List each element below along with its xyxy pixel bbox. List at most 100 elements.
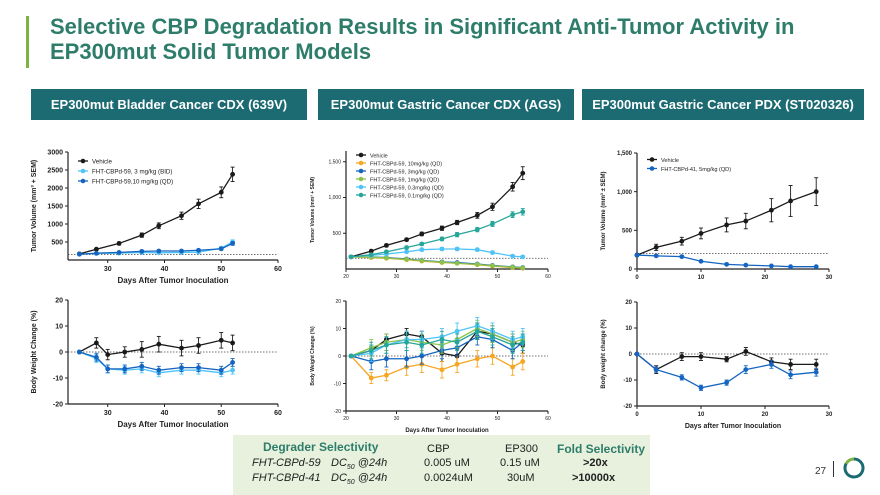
x-tick-label: 0	[635, 275, 639, 281]
data-point	[510, 364, 516, 370]
data-point	[698, 385, 704, 391]
x-tick-label: 30	[394, 416, 400, 422]
x-tick-label: 40	[161, 266, 169, 273]
data-point	[105, 366, 111, 372]
legend-label: Vehicle	[370, 153, 388, 159]
y-tick-label: 3000	[47, 149, 63, 156]
chart-gastric-pdx-tumor-volume: 0 500 1,000 1,500 0 10 20 30 Tumor Volume (mm³ ±…	[600, 151, 833, 281]
data-point	[368, 348, 374, 353]
x-axis-label: Days After Tumor Inoculation	[117, 420, 228, 429]
y-tick-label: 1,000	[617, 190, 633, 196]
data-point	[510, 264, 516, 270]
y-tick-label: 0	[59, 349, 63, 356]
data-point	[698, 231, 704, 236]
data-point	[520, 339, 526, 345]
legend-marker	[80, 168, 86, 174]
data-point	[218, 189, 224, 195]
legend-marker	[358, 184, 364, 190]
panel-header-gastric-pdx: EP300mut Gastric Cancer PDX (ST020326)	[582, 89, 864, 120]
x-tick-label: 10	[698, 412, 705, 418]
data-point	[653, 253, 659, 259]
y-tick-label: -10	[53, 375, 63, 382]
data-point	[156, 367, 162, 373]
data-point	[404, 256, 409, 262]
series-line	[350, 355, 524, 379]
y-axis-label: Body Weight Change (%)	[310, 326, 316, 386]
data-point	[474, 261, 480, 267]
y-tick-label: -10	[623, 378, 632, 384]
legend-label: FHT-CBPd-59, 0.3mg/kg (QD)	[370, 185, 444, 191]
y-tick-label: 1000	[47, 221, 63, 228]
y-axis-label: Body weight change (%)	[601, 319, 607, 388]
data-point	[813, 189, 819, 195]
y-tick-label: 0	[629, 352, 633, 358]
y-tick-label: -20	[53, 401, 63, 408]
selectivity-row-metric: DC50 @24h	[331, 472, 388, 487]
y-tick-label: 1,500	[328, 159, 341, 165]
legend-label: Vehicle	[92, 158, 113, 165]
selectivity-row-fold: >20x	[583, 457, 608, 469]
series-line	[79, 339, 233, 356]
x-tick-label: 60	[545, 274, 551, 280]
data-point	[156, 248, 162, 254]
legend-marker	[358, 192, 364, 198]
y-tick-label: 500	[51, 239, 63, 246]
data-point	[404, 237, 409, 243]
data-point	[698, 354, 704, 359]
data-point	[93, 250, 99, 256]
data-point	[724, 380, 729, 385]
data-point	[139, 232, 145, 238]
data-point	[520, 170, 526, 176]
data-point	[634, 252, 640, 258]
data-point	[196, 343, 201, 348]
data-point	[813, 264, 819, 270]
selectivity-row-compound: FHT-CBPd-41	[252, 472, 321, 484]
legend-label: FHT-CBPd-41, 5mg/kg (QD)	[661, 167, 731, 173]
x-tick-label: 50	[217, 410, 225, 417]
legend-label: FHT-CBPd-59, 3mg/kg (QD)	[370, 169, 439, 175]
data-point	[196, 247, 201, 253]
data-point	[139, 347, 145, 352]
x-axis-label: Days After Tumor Inoculation	[405, 428, 489, 434]
y-axis-label: Tumor Volume (mm³ ± SEM)	[600, 171, 607, 250]
y-tick-label: 0	[629, 267, 633, 273]
legend-label: FHT-CBPd-59, 0.1mg/kg (QD)	[370, 193, 444, 199]
data-point	[439, 236, 445, 242]
data-point	[439, 337, 445, 342]
legend-marker	[358, 168, 364, 174]
y-tick-label: 20	[625, 300, 632, 306]
data-point	[419, 241, 425, 247]
x-tick-label: 60	[274, 410, 282, 417]
x-tick-label: 30	[104, 266, 112, 273]
selectivity-col-cbp: CBP	[427, 443, 450, 455]
x-tick-label: 30	[104, 410, 112, 417]
data-point	[93, 340, 99, 346]
data-point	[384, 249, 389, 255]
data-point	[698, 258, 704, 264]
data-point	[76, 251, 82, 257]
data-point	[679, 254, 685, 260]
data-point	[510, 212, 516, 218]
data-point	[474, 247, 480, 253]
data-point	[384, 255, 389, 261]
data-point	[474, 356, 480, 362]
chart-bladder-body-weight: -20 -10 0 10 20 30 40 50 60 Days After Tumor Inoc…	[31, 297, 282, 429]
legend-marker	[358, 152, 364, 158]
data-point	[179, 345, 184, 351]
data-point	[743, 367, 749, 372]
x-tick-label: 60	[545, 416, 551, 422]
data-point	[196, 365, 201, 370]
data-point	[419, 342, 425, 348]
x-tick-label: 20	[343, 274, 349, 280]
data-point	[454, 246, 460, 252]
data-point	[156, 223, 162, 229]
data-point	[179, 213, 184, 219]
data-point	[743, 262, 749, 268]
y-tick-label: -20	[623, 404, 632, 410]
selectivity-row-ep300: 0.15 uM	[500, 457, 540, 469]
chart-gastric-cdx-body-weight: -20 -10 0 10 20 20 30 40 50 60 Days After Tumor In…	[310, 299, 551, 434]
legend-label: Vehicle	[661, 158, 679, 164]
data-point	[743, 349, 749, 354]
y-tick-label: 2500	[47, 167, 63, 174]
data-point	[490, 334, 495, 340]
